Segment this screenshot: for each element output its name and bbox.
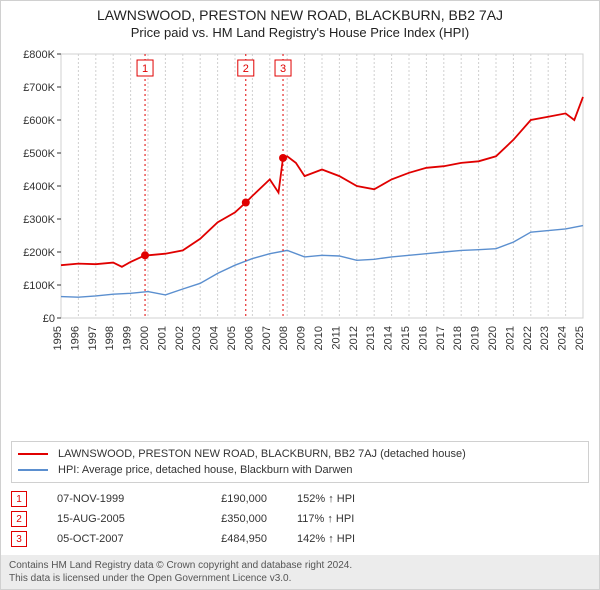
sale-price: £484,950 — [187, 533, 267, 545]
x-tick-label: 2006 — [243, 326, 255, 350]
x-tick-label: 1999 — [122, 326, 134, 350]
x-tick-label: 2017 — [435, 326, 447, 350]
chart-subtitle: Price paid vs. HM Land Registry's House … — [1, 25, 599, 40]
legend-row: LAWNSWOOD, PRESTON NEW ROAD, BLACKBURN, … — [18, 446, 582, 462]
x-tick-label: 2011 — [330, 326, 342, 350]
marker-number: 1 — [142, 63, 148, 75]
footer-line-1: Contains HM Land Registry data © Crown c… — [9, 559, 591, 572]
legend-label: LAWNSWOOD, PRESTON NEW ROAD, BLACKBURN, … — [58, 446, 466, 462]
x-tick-label: 2022 — [522, 326, 534, 350]
marker-point — [242, 199, 250, 207]
sale-price: £350,000 — [187, 513, 267, 525]
x-tick-label: 2015 — [400, 326, 412, 350]
sale-marker-box: 2 — [11, 511, 27, 527]
x-tick-label: 2005 — [226, 326, 238, 350]
legend-swatch — [18, 453, 48, 455]
y-tick-label: £800K — [23, 49, 55, 61]
x-tick-label: 2020 — [487, 326, 499, 350]
x-tick-label: 2013 — [365, 326, 377, 350]
x-tick-label: 2003 — [191, 326, 203, 350]
x-tick-label: 2025 — [574, 326, 586, 350]
sale-hpi: 117% ↑ HPI — [297, 513, 397, 525]
x-tick-label: 2010 — [313, 326, 325, 350]
x-tick-label: 2021 — [504, 326, 516, 350]
x-tick-label: 2007 — [261, 326, 273, 350]
x-tick-label: 2001 — [156, 326, 168, 350]
sale-row: 1 07-NOV-1999 £190,000 152% ↑ HPI — [11, 489, 589, 509]
x-tick-label: 1996 — [69, 326, 81, 350]
x-tick-label: 2009 — [296, 326, 308, 350]
marker-number: 2 — [243, 63, 249, 75]
x-tick-label: 2008 — [278, 326, 290, 350]
marker-number: 3 — [280, 63, 286, 75]
sale-marker-box: 1 — [11, 491, 27, 507]
title-block: LAWNSWOOD, PRESTON NEW ROAD, BLACKBURN, … — [1, 1, 599, 40]
sale-hpi: 142% ↑ HPI — [297, 533, 397, 545]
y-tick-label: £500K — [23, 148, 55, 160]
y-tick-label: £100K — [23, 280, 55, 292]
y-tick-label: £700K — [23, 82, 55, 94]
marker-point — [279, 154, 287, 162]
sale-row: 2 15-AUG-2005 £350,000 117% ↑ HPI — [11, 509, 589, 529]
chart-svg: 1995 1996 1997 1998 1999 2000 2001 2002 2003 2004… — [9, 46, 591, 376]
sale-price: £190,000 — [187, 493, 267, 505]
plot-area: 1995 1996 1997 1998 1999 2000 2001 2002 2003 2004… — [9, 46, 591, 437]
y-tick-label: £0 — [43, 313, 55, 325]
legend-label: HPI: Average price, detached house, Blac… — [58, 462, 353, 478]
x-tick-label: 2018 — [452, 326, 464, 350]
legend-swatch — [18, 469, 48, 471]
sale-row: 3 05-OCT-2007 £484,950 142% ↑ HPI — [11, 529, 589, 549]
x-tick-label: 2023 — [539, 326, 551, 350]
sale-date: 07-NOV-1999 — [57, 493, 157, 505]
x-tick-label: 2024 — [557, 326, 569, 350]
marker-point — [141, 251, 149, 259]
sale-marker-box: 3 — [11, 531, 27, 547]
y-tick-label: £300K — [23, 214, 55, 226]
legend-row: HPI: Average price, detached house, Blac… — [18, 462, 582, 478]
x-tick-label: 2002 — [174, 326, 186, 350]
x-tick-label: 2000 — [139, 326, 151, 350]
chart-title: LAWNSWOOD, PRESTON NEW ROAD, BLACKBURN, … — [1, 7, 599, 23]
legend: LAWNSWOOD, PRESTON NEW ROAD, BLACKBURN, … — [11, 441, 589, 483]
y-tick-label: £200K — [23, 247, 55, 259]
sale-date: 05-OCT-2007 — [57, 533, 157, 545]
x-tick-label: 2014 — [383, 326, 395, 350]
x-tick-label: 2012 — [348, 326, 360, 350]
chart-container: LAWNSWOOD, PRESTON NEW ROAD, BLACKBURN, … — [0, 0, 600, 590]
x-tick-label: 1997 — [87, 326, 99, 350]
x-tick-label: 2016 — [417, 326, 429, 350]
x-tick-label: 2004 — [209, 326, 221, 350]
footer: Contains HM Land Registry data © Crown c… — [1, 555, 599, 589]
y-tick-label: £600K — [23, 115, 55, 127]
x-tick-label: 1995 — [52, 326, 64, 350]
footer-line-2: This data is licensed under the Open Gov… — [9, 572, 591, 585]
sale-hpi: 152% ↑ HPI — [297, 493, 397, 505]
x-tick-label: 2019 — [470, 326, 482, 350]
sale-table: 1 07-NOV-1999 £190,000 152% ↑ HPI 2 15-AUG-20… — [11, 489, 589, 549]
x-tick-label: 1998 — [104, 326, 116, 350]
sale-date: 15-AUG-2005 — [57, 513, 157, 525]
y-tick-label: £400K — [23, 181, 55, 193]
